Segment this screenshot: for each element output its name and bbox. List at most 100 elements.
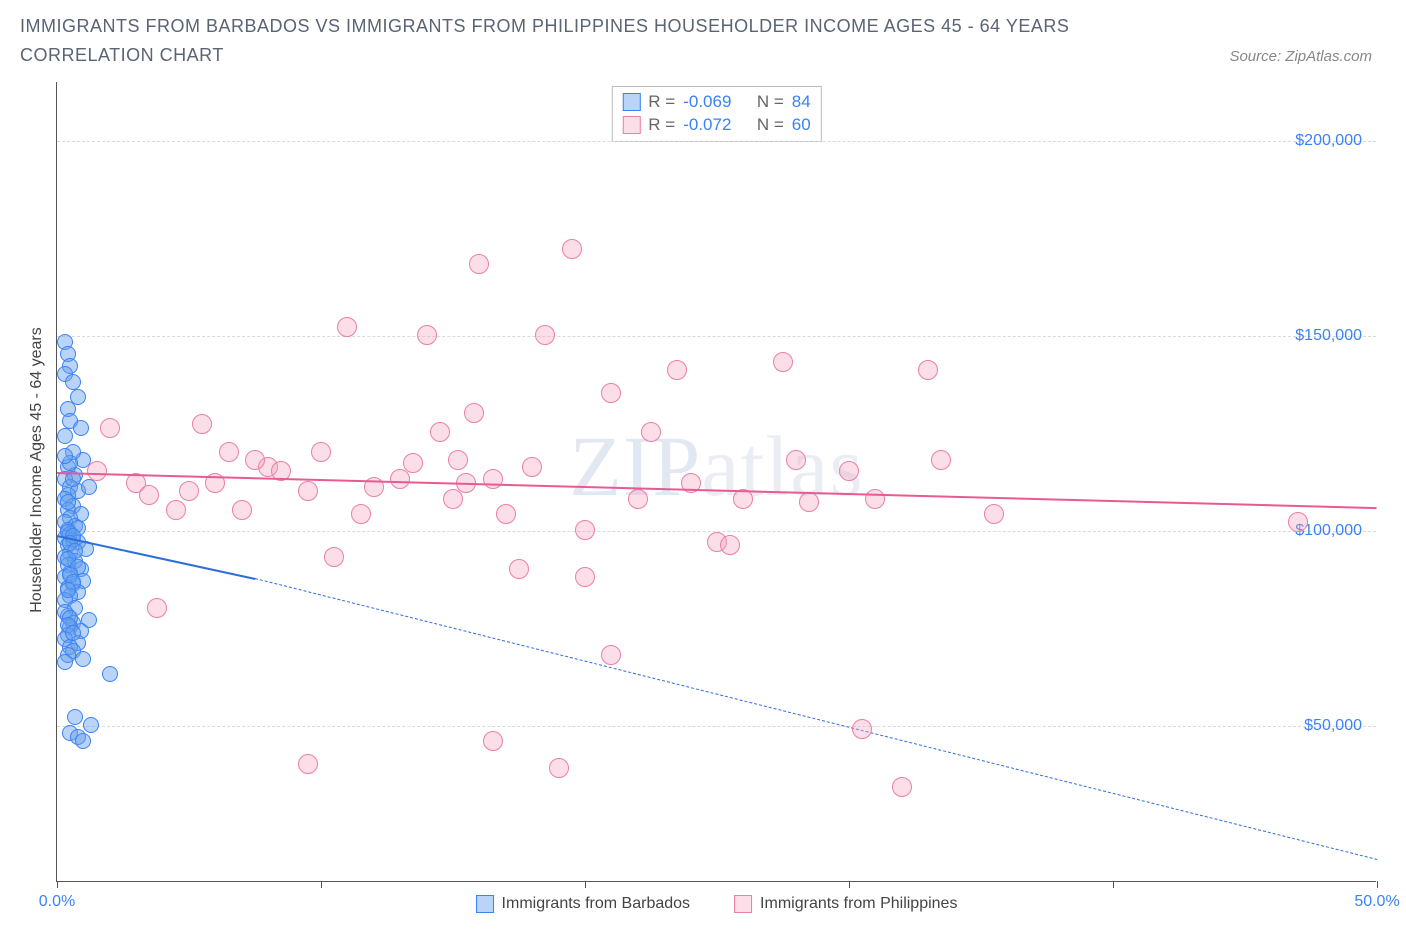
scatter-point	[984, 504, 1004, 524]
scatter-point	[483, 731, 503, 751]
stat-r-value: -0.069	[683, 91, 731, 114]
x-tick	[321, 881, 322, 888]
scatter-point	[667, 360, 687, 380]
scatter-point	[179, 481, 199, 501]
stat-n-value: 60	[792, 114, 811, 137]
gridline-h	[57, 726, 1376, 727]
scatter-point	[522, 457, 542, 477]
scatter-point	[509, 559, 529, 579]
scatter-point	[351, 504, 371, 524]
stat-n-value: 84	[792, 91, 811, 114]
scatter-point	[562, 239, 582, 259]
x-tick	[849, 881, 850, 888]
scatter-point	[67, 709, 83, 725]
scatter-point	[852, 719, 872, 739]
scatter-point	[57, 654, 73, 670]
scatter-point	[464, 403, 484, 423]
scatter-point	[773, 352, 793, 372]
y-tick-label: $150,000	[1295, 327, 1362, 345]
legend-label: Immigrants from Philippines	[760, 895, 957, 913]
scatter-point	[799, 492, 819, 512]
scatter-point	[192, 414, 212, 434]
watermark: ZIPatlas	[569, 416, 864, 516]
scatter-point	[337, 317, 357, 337]
legend-swatch	[622, 116, 640, 134]
scatter-point	[65, 625, 81, 641]
scatter-point	[73, 420, 89, 436]
scatter-point	[390, 469, 410, 489]
stat-n-label: N =	[757, 114, 784, 137]
stat-r-label: R =	[648, 91, 675, 114]
y-tick-label: $50,000	[1304, 717, 1362, 735]
source-attribution: Source: ZipAtlas.com	[1229, 48, 1372, 65]
stat-r-value: -0.072	[683, 114, 731, 137]
scatter-point	[496, 504, 516, 524]
scatter-point	[641, 422, 661, 442]
legend-swatch	[734, 895, 752, 913]
legend-swatch	[622, 93, 640, 111]
scatter-point	[786, 450, 806, 470]
scatter-point	[535, 325, 555, 345]
scatter-point	[918, 360, 938, 380]
x-tick	[1377, 881, 1378, 888]
y-tick-label: $200,000	[1295, 132, 1362, 150]
stat-r-label: R =	[648, 114, 675, 137]
scatter-point	[139, 485, 159, 505]
scatter-point	[1288, 512, 1308, 532]
scatter-point	[549, 758, 569, 778]
scatter-point	[601, 645, 621, 665]
scatter-point	[298, 481, 318, 501]
x-tick-label: 0.0%	[39, 893, 75, 911]
scatter-point	[601, 383, 621, 403]
scatter-point	[57, 428, 73, 444]
scatter-point	[298, 754, 318, 774]
scatter-point	[60, 494, 76, 510]
scatter-point	[430, 422, 450, 442]
scatter-point	[324, 547, 344, 567]
series-legend: Immigrants from Barbados Immigrants from …	[476, 895, 958, 913]
trend-line	[57, 472, 1377, 509]
scatter-point	[892, 777, 912, 797]
scatter-point	[83, 717, 99, 733]
scatter-point	[102, 666, 118, 682]
scatter-point	[720, 535, 740, 555]
scatter-point	[60, 582, 76, 598]
legend-swatch	[476, 895, 494, 913]
scatter-point	[469, 254, 489, 274]
scatter-point	[628, 489, 648, 509]
scatter-point	[65, 374, 81, 390]
scatter-point	[75, 733, 91, 749]
scatter-point	[931, 450, 951, 470]
scatter-point	[417, 325, 437, 345]
stats-row: R =-0.069 N =84	[622, 91, 810, 114]
legend-item: Immigrants from Philippines	[734, 895, 957, 913]
scatter-point	[81, 479, 97, 495]
stats-row: R = -0.072 N = 60	[622, 114, 810, 137]
scatter-point	[483, 469, 503, 489]
x-tick	[57, 881, 58, 888]
scatter-point	[232, 500, 252, 520]
plot-area: ZIPatlas R =-0.069 N =84R =-0.072 N =60 …	[56, 82, 1376, 882]
stats-legend-box: R = -0.069 N = 84R = -0.072 N = 60	[611, 86, 821, 142]
scatter-point	[839, 461, 859, 481]
legend-item: Immigrants from Barbados	[476, 895, 691, 913]
y-axis-title: Householder Income Ages 45 - 64 years	[28, 327, 46, 613]
chart-title: IMMIGRANTS FROM BARBADOS VS IMMIGRANTS F…	[20, 12, 1140, 70]
scatter-point	[865, 489, 885, 509]
scatter-point	[166, 500, 186, 520]
scatter-point	[403, 453, 423, 473]
x-tick	[585, 881, 586, 888]
legend-label: Immigrants from Barbados	[502, 895, 691, 913]
scatter-point	[100, 418, 120, 438]
scatter-point	[575, 567, 595, 587]
x-tick	[1113, 881, 1114, 888]
scatter-point	[219, 442, 239, 462]
scatter-point	[75, 651, 91, 667]
scatter-point	[448, 450, 468, 470]
scatter-point	[443, 489, 463, 509]
trend-line-dashed	[255, 578, 1377, 860]
scatter-point	[575, 520, 595, 540]
x-tick-label: 50.0%	[1354, 893, 1399, 911]
gridline-h	[57, 141, 1376, 142]
scatter-point	[245, 450, 265, 470]
